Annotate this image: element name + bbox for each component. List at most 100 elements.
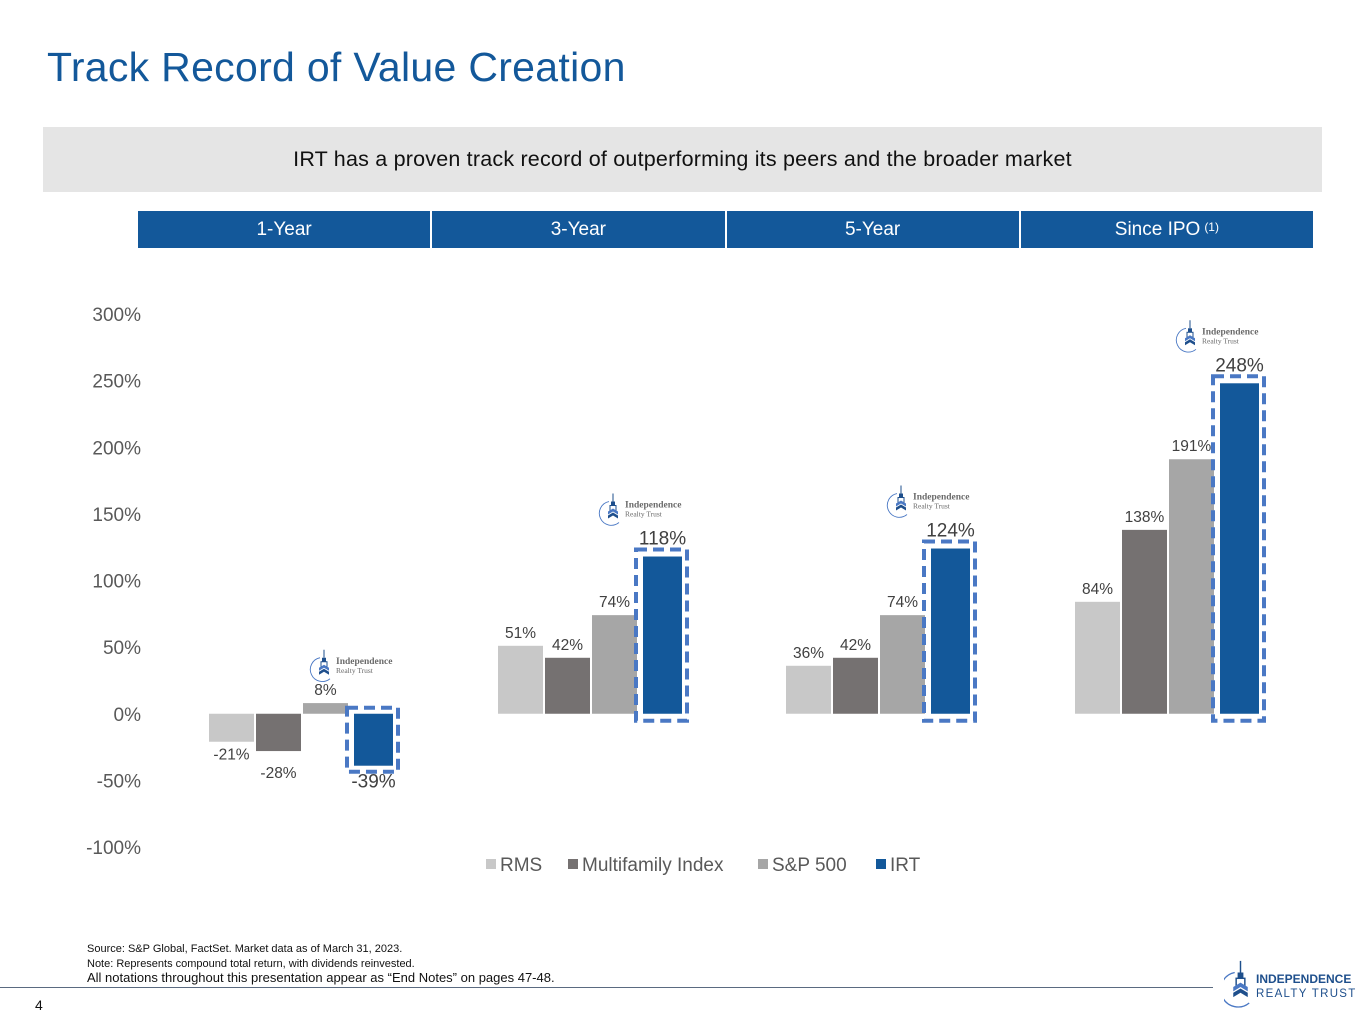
irt-highlight-box [634, 547, 689, 723]
headline-banner: IRT has a proven track record of outperf… [43, 127, 1322, 192]
data-label: -28% [260, 765, 296, 782]
legend-label: RMS [500, 855, 542, 876]
y-tick-label: 50% [103, 638, 141, 659]
period-header-label: 3-Year [550, 218, 607, 240]
period-header-label: 5-Year [844, 218, 901, 240]
logo-mark-icon [886, 485, 908, 518]
bar-s-p-500 [303, 703, 348, 714]
data-labels: -21% -28% 8% -39% 51% 42% 74% 118% 36% 42% 74% 124%… [213, 355, 1263, 792]
logo-mark-icon [598, 493, 620, 526]
y-tick-label: 200% [92, 438, 141, 459]
bar-irt [643, 556, 682, 714]
logo-text-line1: Independence [1202, 327, 1258, 337]
period-header-row: 1-Year 3-Year 5-Year Since IPO (1) [138, 211, 1313, 248]
bar-irt [354, 713, 393, 766]
footnote-marker: (1) [1204, 219, 1219, 234]
period-header-1-year: 1-Year [138, 211, 431, 248]
irt-highlight-box [345, 705, 400, 774]
period-header-label: Since IPO [1114, 218, 1201, 240]
y-axis: 300% 250% 200% 150% 100% 50% 0% -50% -100% [86, 305, 141, 859]
y-tick-label: -100% [86, 838, 141, 859]
irt-highlight-box [1211, 374, 1266, 723]
data-label: 191% [1172, 438, 1212, 455]
data-label: -21% [213, 747, 249, 764]
data-label: -39% [351, 772, 395, 793]
bar-rms [1075, 601, 1120, 714]
data-label: 42% [552, 637, 583, 654]
footer-divider [0, 987, 1213, 988]
methodology-note: Note: Represents compound total return, … [87, 957, 415, 970]
legend-swatch [758, 859, 768, 869]
legend-swatch [876, 859, 886, 869]
endnotes-note: All notations throughout this presentati… [87, 970, 555, 985]
y-tick-label: 150% [92, 505, 141, 526]
y-tick-label: 0% [114, 705, 142, 726]
bar-irt [931, 548, 970, 714]
data-label: 74% [887, 594, 918, 611]
headline-text: IRT has a proven track record of outperf… [293, 147, 1072, 171]
bar-rms [209, 713, 254, 742]
bar-s-p-500 [592, 615, 637, 714]
bar-multifamily-index [1122, 529, 1167, 714]
y-tick-label: 300% [92, 305, 141, 326]
logo-text-line1: Independence [625, 501, 681, 511]
logo-text-line2: REALTY TRUST [1256, 988, 1357, 1000]
bar-s-p-500 [1169, 459, 1214, 714]
logo-text-line2: Realty Trust [336, 666, 374, 675]
y-tick-label: -50% [97, 771, 141, 792]
data-label: 74% [599, 594, 630, 611]
data-label: 8% [314, 682, 337, 699]
bar-multifamily-index [545, 657, 590, 714]
logo-text-line1: Independence [913, 493, 969, 503]
logo-mark-icon [1224, 960, 1250, 1008]
legend-label: S&P 500 [772, 855, 847, 876]
data-label: 36% [793, 645, 824, 662]
data-label: 118% [639, 529, 686, 550]
logo-text-line1: INDEPENDENCE [1256, 972, 1351, 986]
bar-irt [1220, 383, 1259, 714]
bar-s-p-500 [880, 615, 925, 714]
logo-text-line2: Realty Trust [913, 502, 951, 511]
y-tick-label: 250% [92, 372, 141, 393]
legend-label: IRT [890, 855, 921, 876]
period-header-label: 1-Year [256, 218, 312, 240]
legend-label: Multifamily Index [582, 855, 724, 876]
data-label: 42% [840, 637, 871, 654]
legend-swatch [568, 859, 578, 869]
y-tick-label: 100% [92, 572, 141, 593]
logo-text-line2: Realty Trust [1202, 336, 1240, 345]
logo-text-line2: Realty Trust [625, 510, 663, 519]
footnotes: Source: S&P Global, FactSet. Market data… [87, 942, 555, 986]
period-header-3-year: 3-Year [432, 211, 725, 248]
data-label: 124% [926, 521, 975, 542]
bar-multifamily-index [256, 713, 301, 752]
period-header-since-ipo: Since IPO (1) [1020, 211, 1313, 248]
irt-highlight-box [922, 539, 977, 723]
data-label: 51% [505, 625, 536, 642]
page-number: 4 [35, 997, 43, 1013]
period-header-5-year: 5-Year [726, 211, 1019, 248]
logo-text-line1: Independence [336, 657, 392, 667]
logo-mark-icon [309, 649, 331, 683]
page-title: Track Record of Value Creation [47, 44, 626, 90]
data-label: 248% [1215, 355, 1264, 376]
data-label: 84% [1082, 581, 1113, 598]
company-logo: INDEPENDENCE REALTY TRUST [1224, 960, 1357, 1008]
legend-swatch [486, 859, 496, 869]
logo-mark-icon [1175, 319, 1197, 353]
source-note: Source: S&P Global, FactSet. Market data… [87, 943, 403, 955]
bar-rms [498, 645, 543, 714]
bar-rms [786, 665, 831, 714]
bar-multifamily-index [833, 657, 878, 714]
data-label: 138% [1125, 509, 1165, 526]
